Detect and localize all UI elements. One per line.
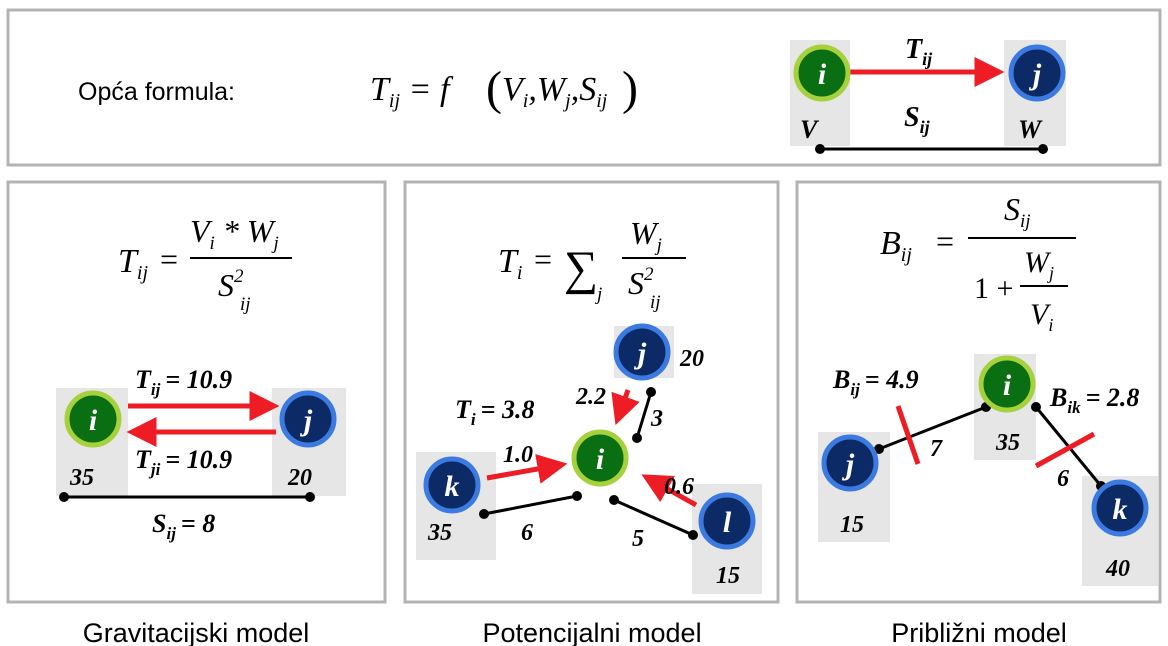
svg-text:i: i xyxy=(89,404,98,437)
svg-text:Sij: Sij xyxy=(904,102,931,137)
general-diagram: Tij Sij V W i j xyxy=(790,34,1066,154)
svg-text:j: j xyxy=(842,448,855,481)
svg-text:Sij: Sij xyxy=(1004,191,1031,232)
node-k: k xyxy=(1091,479,1149,537)
svg-text:Vi,Wj,Sij: Vi,Wj,Sij xyxy=(502,71,608,112)
svg-text:j: j xyxy=(594,284,602,305)
approximate-model-panel: Bij = Sij 1 + Wj Vi 35 15 40 Bij = 4.9 Bi… xyxy=(795,180,1162,646)
svg-text:∑: ∑ xyxy=(564,242,598,295)
svg-text:Sij= 8: Sij = 8 xyxy=(152,509,215,543)
svg-text:l: l xyxy=(723,506,732,539)
node-i: i xyxy=(571,429,629,487)
node-l: l xyxy=(698,492,756,550)
value-i: 35 xyxy=(995,430,1020,456)
svg-text:ij: ij xyxy=(240,294,251,315)
svg-text:i: i xyxy=(818,58,827,91)
svg-text:Ti= 3.8: Ti = 3.8 xyxy=(455,395,534,429)
svg-text:Bik= 2.8: Bik = 2.8 xyxy=(1049,383,1139,417)
svg-text:S2: S2 xyxy=(628,264,654,301)
flow-arrow-k xyxy=(486,454,568,484)
svg-text:=: = xyxy=(936,223,954,259)
svg-text:Tij = f: Tij = f xyxy=(370,71,454,112)
svg-text:Vi: Vi xyxy=(1030,298,1053,335)
svg-text:Vi * Wj: Vi * Wj xyxy=(190,213,279,254)
node-i: i xyxy=(978,355,1036,413)
break-point-ij xyxy=(895,405,921,465)
distance-line-l xyxy=(613,498,694,537)
general-formula-label: Opća formula: xyxy=(78,78,235,106)
svg-text:j: j xyxy=(1029,58,1042,91)
svg-text:): ) xyxy=(622,62,638,115)
svg-text:1 +: 1 + xyxy=(974,272,1013,305)
svg-text:k: k xyxy=(1113,493,1128,526)
approximate-caption: Približni model xyxy=(891,618,1067,646)
svg-text:S2: S2 xyxy=(218,266,244,303)
gravity-model-panel: Tij = Vi * Wj S2 ij Tij = 10.9 Tji = 10.9 … xyxy=(6,180,387,646)
flow-arrow-l xyxy=(641,474,698,508)
distance-value-l: 5 xyxy=(632,526,644,552)
svg-text:=: = xyxy=(160,241,178,277)
svg-text:Tij= 10.9: Tij = 10.9 xyxy=(135,365,232,399)
node-j: j xyxy=(613,323,671,381)
svg-text:V: V xyxy=(800,115,820,144)
svg-text:Wj: Wj xyxy=(630,215,662,256)
node-i: i xyxy=(793,44,851,102)
svg-text:W: W xyxy=(1018,115,1043,144)
value-j: 15 xyxy=(840,512,864,538)
svg-text:Wj: Wj xyxy=(1024,246,1054,283)
svg-text:Ti: Ti xyxy=(498,243,522,284)
node-k: k xyxy=(423,456,481,514)
flow-value-j: 2.2 xyxy=(575,384,606,410)
svg-text:Bij: Bij xyxy=(880,225,912,266)
svg-text:j: j xyxy=(300,404,313,437)
break-point-ik xyxy=(1034,431,1096,469)
value-k: 35 xyxy=(427,520,452,546)
distance-line-ij xyxy=(878,405,987,451)
general-formula-panel: Opća formula: Tij = f ( Vi,Wj,Sij ) Tij … xyxy=(6,8,1162,167)
general-formula: Tij = f ( Vi,Wj,Sij ) xyxy=(370,62,638,115)
value-k: 40 xyxy=(1105,556,1130,582)
flow-value-l: 0.6 xyxy=(664,474,694,500)
gravity-caption: Gravitacijski model xyxy=(83,618,310,646)
value-j: 20 xyxy=(679,346,704,372)
svg-text:k: k xyxy=(445,470,460,503)
node-j: j xyxy=(1008,44,1066,102)
distance-value-ij: 7 xyxy=(930,436,943,462)
potential-model-panel: Ti = ∑ j Wj S2 ij 20 35 15 Ti = 3.8 2.2 1… xyxy=(403,180,780,646)
node-j: j xyxy=(821,434,879,492)
gravity-formula: Tij = Vi * Wj S2 ij xyxy=(118,213,292,315)
svg-text:j: j xyxy=(634,337,647,370)
svg-text:i: i xyxy=(1003,369,1012,402)
node-j: j xyxy=(279,390,337,448)
svg-text:i: i xyxy=(596,443,605,476)
distance-value-k: 6 xyxy=(521,520,533,546)
svg-text:Tij: Tij xyxy=(118,243,148,284)
svg-text:(: ( xyxy=(486,62,502,115)
value-j: 20 xyxy=(287,465,312,491)
value-i: 35 xyxy=(69,465,94,491)
potential-caption: Potencijalni model xyxy=(482,618,701,646)
flow-value-k: 1.0 xyxy=(503,442,533,468)
distance-line-k xyxy=(483,494,578,516)
svg-text:ij: ij xyxy=(650,292,661,313)
potential-formula: Ti = ∑ j Wj S2 ij xyxy=(498,215,686,313)
node-i: i xyxy=(64,390,122,448)
distance-value-ik: 6 xyxy=(1057,466,1069,492)
flow-arrow-j xyxy=(611,389,640,426)
svg-text:Bij= 4.9: Bij = 4.9 xyxy=(832,365,919,399)
distance-line-j xyxy=(635,391,653,439)
svg-text:Tji= 10.9: Tji = 10.9 xyxy=(135,445,232,479)
svg-text:=: = xyxy=(534,241,552,277)
value-l: 15 xyxy=(716,563,740,589)
distance-value-j: 3 xyxy=(650,406,663,432)
approximate-formula: Bij = Sij 1 + Wj Vi xyxy=(880,191,1076,335)
svg-text:Tij: Tij xyxy=(905,34,933,69)
